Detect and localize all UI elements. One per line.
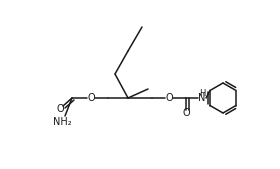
Text: O: O [182, 108, 190, 118]
Text: H: H [199, 89, 205, 98]
Text: O: O [56, 104, 64, 114]
Text: O: O [87, 93, 95, 103]
Text: O: O [165, 93, 173, 103]
Text: NH₂: NH₂ [53, 117, 71, 127]
Text: N: N [198, 93, 206, 103]
